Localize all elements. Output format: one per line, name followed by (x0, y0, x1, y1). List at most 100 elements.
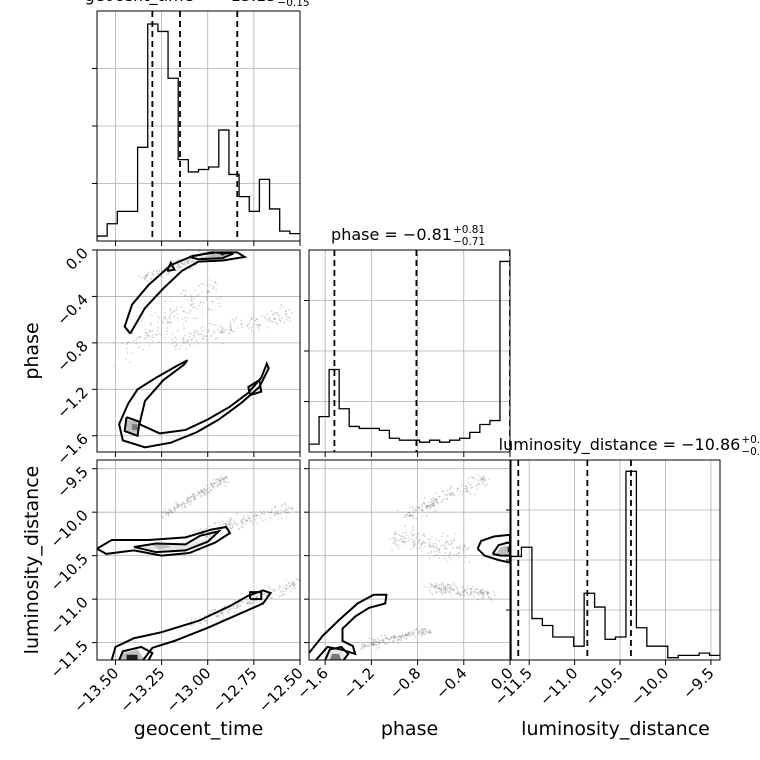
sample-point (368, 637, 371, 640)
sample-point (179, 344, 182, 347)
sample-point (422, 632, 424, 635)
sample-point (465, 484, 467, 487)
panel-grid (511, 460, 720, 660)
sample-point (181, 337, 184, 339)
sample-point (476, 488, 479, 491)
sample-point (213, 609, 216, 612)
sample-point (249, 520, 251, 523)
sample-point (251, 316, 254, 319)
sample-point (259, 514, 261, 517)
y-tick-label: 0.0 (62, 244, 92, 274)
sample-point (414, 509, 417, 512)
sample-point (376, 644, 379, 647)
sample-point (288, 584, 291, 587)
sample-point (268, 317, 271, 319)
sample-point (191, 493, 194, 496)
sample-point (236, 512, 239, 515)
sample-point (412, 526, 415, 528)
sample-point (209, 489, 212, 492)
sample-point (182, 289, 185, 292)
sample-point (156, 320, 159, 323)
sample-point (421, 631, 424, 634)
sample-point (479, 590, 482, 593)
sample-point (387, 637, 390, 640)
sample-point (410, 548, 413, 551)
sample-point (255, 323, 257, 326)
sample-point (485, 478, 487, 481)
sample-point (443, 587, 446, 590)
sample-point (181, 506, 184, 509)
sample-point (447, 587, 450, 590)
sample-point (378, 646, 380, 649)
sample-point (407, 632, 410, 635)
sample-point (371, 641, 373, 644)
sample-point (247, 517, 250, 520)
sample-point (129, 361, 131, 364)
sample-point (411, 534, 414, 537)
sample-point (271, 596, 273, 599)
sample-point (186, 499, 189, 502)
sample-point (280, 509, 282, 512)
sample-point (440, 588, 442, 591)
sample-point (229, 519, 232, 521)
sample-point (430, 501, 433, 504)
sample-point (293, 584, 296, 587)
sample-point (170, 512, 173, 514)
sample-point (478, 593, 480, 596)
sample-point (278, 586, 281, 589)
sample-point (171, 342, 174, 345)
sample-point (145, 334, 148, 337)
sample-point (217, 614, 220, 617)
sample-point (419, 631, 422, 634)
sample-point (415, 628, 418, 631)
sample-point (432, 502, 434, 505)
sample-point (286, 512, 289, 514)
sample-point (249, 603, 252, 605)
sample-point (434, 585, 437, 588)
sample-point (145, 331, 148, 334)
sample-point (285, 587, 288, 590)
sample-point (156, 315, 159, 318)
sample-point (480, 590, 482, 593)
sample-point (279, 320, 282, 322)
sample-point (438, 548, 441, 551)
sample-point (438, 584, 441, 587)
sample-point (280, 303, 283, 306)
sample-point (230, 527, 233, 530)
sample-point (430, 631, 433, 634)
sample-point (291, 508, 294, 510)
sample-point (445, 541, 448, 544)
sample-point (241, 521, 244, 524)
sample-point (184, 334, 186, 337)
sample-point (438, 551, 441, 554)
sample-point (150, 271, 153, 274)
sample-point (204, 535, 207, 538)
sample-point (229, 521, 232, 524)
sample-point (244, 519, 247, 521)
sample-point (429, 586, 432, 589)
sample-point (410, 631, 413, 633)
sample-point (470, 590, 473, 593)
sample-point (431, 544, 434, 547)
sample-point (197, 538, 200, 541)
panel-content (309, 473, 510, 660)
sample-point (155, 270, 158, 273)
sample-point (223, 478, 225, 480)
sample-point (198, 529, 200, 532)
sample-point (449, 586, 452, 589)
sample-point (463, 544, 466, 547)
sample-point (270, 320, 273, 323)
sample-point (445, 541, 447, 544)
sample-point (466, 592, 469, 595)
sample-point (199, 620, 202, 623)
sample-point (430, 505, 432, 508)
density-fill (152, 543, 171, 550)
x-axis-label-phase: phase (381, 718, 438, 740)
sample-point (422, 502, 425, 505)
sample-point (417, 540, 419, 543)
sample-point (160, 334, 162, 337)
sample-point (184, 320, 187, 322)
sample-point (207, 290, 210, 293)
sample-point (164, 511, 167, 514)
sample-point (188, 332, 191, 335)
